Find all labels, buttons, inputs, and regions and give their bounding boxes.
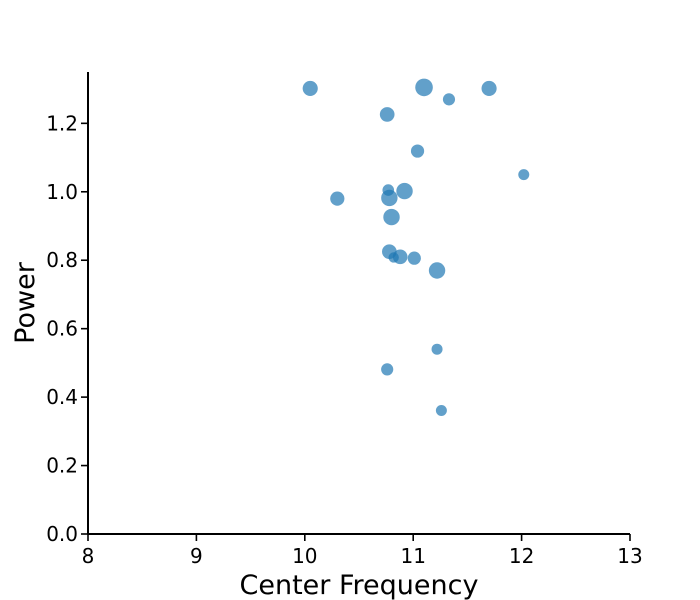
y-tick-label: 0.0 <box>46 522 78 546</box>
x-tick-label: 9 <box>190 544 203 568</box>
data-point <box>407 251 421 265</box>
x-tick-label: 11 <box>400 544 425 568</box>
x-tick-label: 10 <box>292 544 317 568</box>
data-point <box>330 191 345 206</box>
y-axis-title: Power <box>10 261 41 344</box>
data-point <box>379 107 395 122</box>
data-point <box>435 404 447 416</box>
data-point <box>518 169 530 181</box>
y-tick-label: 1.2 <box>46 111 78 135</box>
y-tick-label: 0.6 <box>46 317 78 341</box>
y-ticks: 0.0 0.2 0.4 0.6 0.8 1.0 1.2 <box>46 111 88 546</box>
data-point <box>415 78 433 97</box>
data-point <box>396 182 413 200</box>
x-tick-label: 12 <box>509 544 534 568</box>
y-tick-label: 0.4 <box>46 385 78 409</box>
data-point <box>392 249 408 265</box>
y-tick-label: 0.8 <box>46 248 78 272</box>
data-point <box>481 80 497 96</box>
data-point <box>381 189 398 207</box>
x-axis-title: Center Frequency <box>240 570 479 600</box>
x-tick-label: 13 <box>617 544 642 568</box>
data-point <box>302 80 318 96</box>
points-layer <box>302 78 530 416</box>
data-point <box>442 93 456 106</box>
y-tick-label: 0.2 <box>46 454 78 478</box>
data-point <box>428 262 446 279</box>
data-point <box>381 363 394 376</box>
y-tick-label: 1.0 <box>46 180 78 204</box>
data-point <box>431 343 443 355</box>
x-tick-label: 8 <box>82 544 95 568</box>
data-point <box>383 208 400 226</box>
x-ticks: 8 9 10 11 12 13 <box>82 534 643 568</box>
data-point <box>410 144 425 158</box>
